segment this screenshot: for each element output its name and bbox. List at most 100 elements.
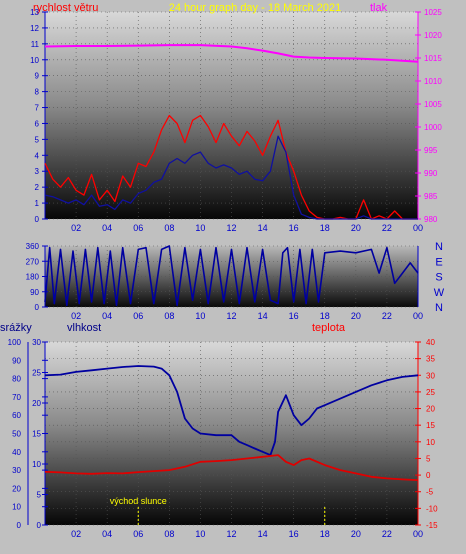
gust_wind-line — [44, 135, 418, 220]
humidity-y-tick-label: 20 — [32, 399, 41, 408]
pressure-y-tick-label: 1020 — [424, 31, 442, 40]
temperature-y-tick-label: 35 — [426, 355, 435, 364]
humidity-x-tick-label: 00 — [413, 529, 423, 539]
humidity-x-tick-label: 08 — [164, 529, 174, 539]
temperature-line — [44, 454, 419, 481]
direction-series — [44, 245, 419, 307]
wind-y-tick-label: 13 — [30, 8, 39, 17]
temperature-y-tick-label: 25 — [426, 388, 435, 397]
wind-y-tick-label: 1 — [35, 199, 40, 208]
temperature-y-tick-label: 40 — [426, 338, 435, 347]
direction-x-tick-label: 12 — [226, 311, 236, 321]
wind-y-tick-label: 2 — [35, 183, 40, 192]
wind-speed-axis-label: rychlost větru — [33, 2, 98, 14]
compass-label: W — [434, 287, 445, 299]
humidity-y-tick-label: 0 — [37, 521, 42, 530]
temperature-y-tick-label: 15 — [426, 421, 435, 430]
direction-y-tick-label: 180 — [26, 273, 40, 282]
direction-axis-ticks: 02 04 06 08 10 12 14 16 18 20 22 00090180270360NWSE… — [26, 241, 445, 321]
pressure-y-tick-label: 985 — [424, 192, 438, 201]
wind-x-tick-label: 14 — [258, 223, 268, 233]
temperature-y-tick-label: 0 — [426, 471, 431, 480]
wind-x-tick-label: 06 — [133, 223, 143, 233]
wind-x-tick-label: 00 — [413, 223, 423, 233]
direction-x-tick-label: 14 — [258, 311, 268, 321]
humidity-axis-label: vlhkost — [67, 322, 101, 334]
pressure-y-tick-label: 980 — [424, 215, 438, 224]
humidity-x-tick-label: 18 — [320, 529, 330, 539]
humidity-x-tick-label: 16 — [289, 529, 299, 539]
chart-title: 24 hour graph day - 18 March 2021 — [169, 2, 341, 14]
wind-y-tick-label: 12 — [30, 24, 39, 33]
humidity-x-tick-label: 22 — [382, 529, 392, 539]
wind-y-tick-label: 5 — [35, 135, 40, 144]
wind-y-tick-label: 7 — [35, 104, 40, 113]
direction-x-tick-label: 20 — [351, 311, 361, 321]
precip-y-tick-label: 80 — [12, 375, 21, 384]
humidity-y-tick-label: 10 — [32, 460, 41, 469]
wind-y-tick-label: 3 — [35, 167, 40, 176]
wind-series — [44, 44, 419, 220]
direction-x-tick-label: 16 — [289, 311, 299, 321]
precip-y-tick-label: 30 — [12, 466, 21, 475]
wind-axis-ticks: 02 04 06 08 10 12 14 16 18 20 22 000123456789101112… — [30, 8, 442, 233]
wind-x-tick-label: 08 — [164, 223, 174, 233]
pressure-axis-label: tlak — [370, 2, 388, 14]
wind-x-tick-label: 12 — [226, 223, 236, 233]
pressure-y-tick-label: 1025 — [424, 8, 442, 17]
wind-x-tick-label: 04 — [102, 223, 112, 233]
sun-event-label: východ slunce — [110, 496, 167, 506]
compass-label: N — [435, 302, 443, 314]
precip-y-tick-label: 0 — [17, 521, 22, 530]
wind-x-tick-label: 20 — [351, 223, 361, 233]
wind-plot-background — [45, 12, 418, 219]
humidity-y-tick-label: 15 — [32, 430, 41, 439]
precip-y-tick-label: 70 — [12, 393, 21, 402]
humidity-axis-ticks: 02 04 06 08 10 12 14 16 18 20 22 000102030405060708… — [8, 338, 438, 539]
humidity-x-tick-label: 10 — [195, 529, 205, 539]
pressure-y-tick-label: 1000 — [424, 123, 442, 132]
precip-y-tick-label: 60 — [12, 411, 21, 420]
humidity-y-tick-label: 5 — [37, 491, 42, 500]
wind-y-tick-label: 10 — [30, 56, 39, 65]
wind-x-tick-label: 16 — [289, 223, 299, 233]
temperature-y-tick-label: -15 — [426, 521, 438, 530]
wind-x-tick-label: 02 — [71, 223, 81, 233]
humidity-x-tick-label: 12 — [226, 529, 236, 539]
direction-x-tick-label: 02 — [71, 311, 81, 321]
pressure-y-tick-label: 1005 — [424, 100, 442, 109]
sun-events: východ slunce — [110, 496, 326, 525]
wind-y-tick-label: 9 — [35, 72, 40, 81]
wind-x-tick-label: 22 — [382, 223, 392, 233]
pressure-y-tick-label: 995 — [424, 146, 438, 155]
temperature-y-tick-label: 5 — [426, 454, 431, 463]
wind-y-tick-label: 6 — [35, 119, 40, 128]
temperature-y-tick-label: -10 — [426, 504, 438, 513]
direction-x-tick-label: 04 — [102, 311, 112, 321]
humidity-line — [44, 365, 419, 457]
direction-x-tick-label: 22 — [382, 311, 392, 321]
direction-y-tick-label: 90 — [30, 288, 39, 297]
humidity-x-tick-label: 02 — [71, 529, 81, 539]
direction-line — [44, 245, 419, 307]
precipitation-axis-label: srážky — [0, 322, 32, 334]
direction-x-tick-label: 18 — [320, 311, 330, 321]
temperature-axis-label: teplota — [312, 322, 346, 334]
temperature-y-tick-label: 10 — [426, 438, 435, 447]
direction-x-tick-label: 00 — [413, 311, 423, 321]
precip-y-tick-label: 40 — [12, 448, 21, 457]
humidity-x-tick-label: 14 — [258, 529, 268, 539]
compass-label: S — [435, 272, 442, 284]
pressure-y-tick-label: 1015 — [424, 54, 442, 63]
temperature-y-tick-label: 20 — [426, 405, 435, 414]
wind-y-tick-label: 0 — [35, 215, 40, 224]
pressure-line — [44, 44, 419, 63]
temperature-y-tick-label: 30 — [426, 371, 435, 380]
pressure-y-tick-label: 1010 — [424, 77, 442, 86]
temperature-y-tick-label: -5 — [426, 488, 434, 497]
precip-y-tick-label: 50 — [12, 430, 21, 439]
direction-y-tick-label: 0 — [35, 303, 40, 312]
direction-x-tick-label: 06 — [133, 311, 143, 321]
humidity-x-tick-label: 04 — [102, 529, 112, 539]
